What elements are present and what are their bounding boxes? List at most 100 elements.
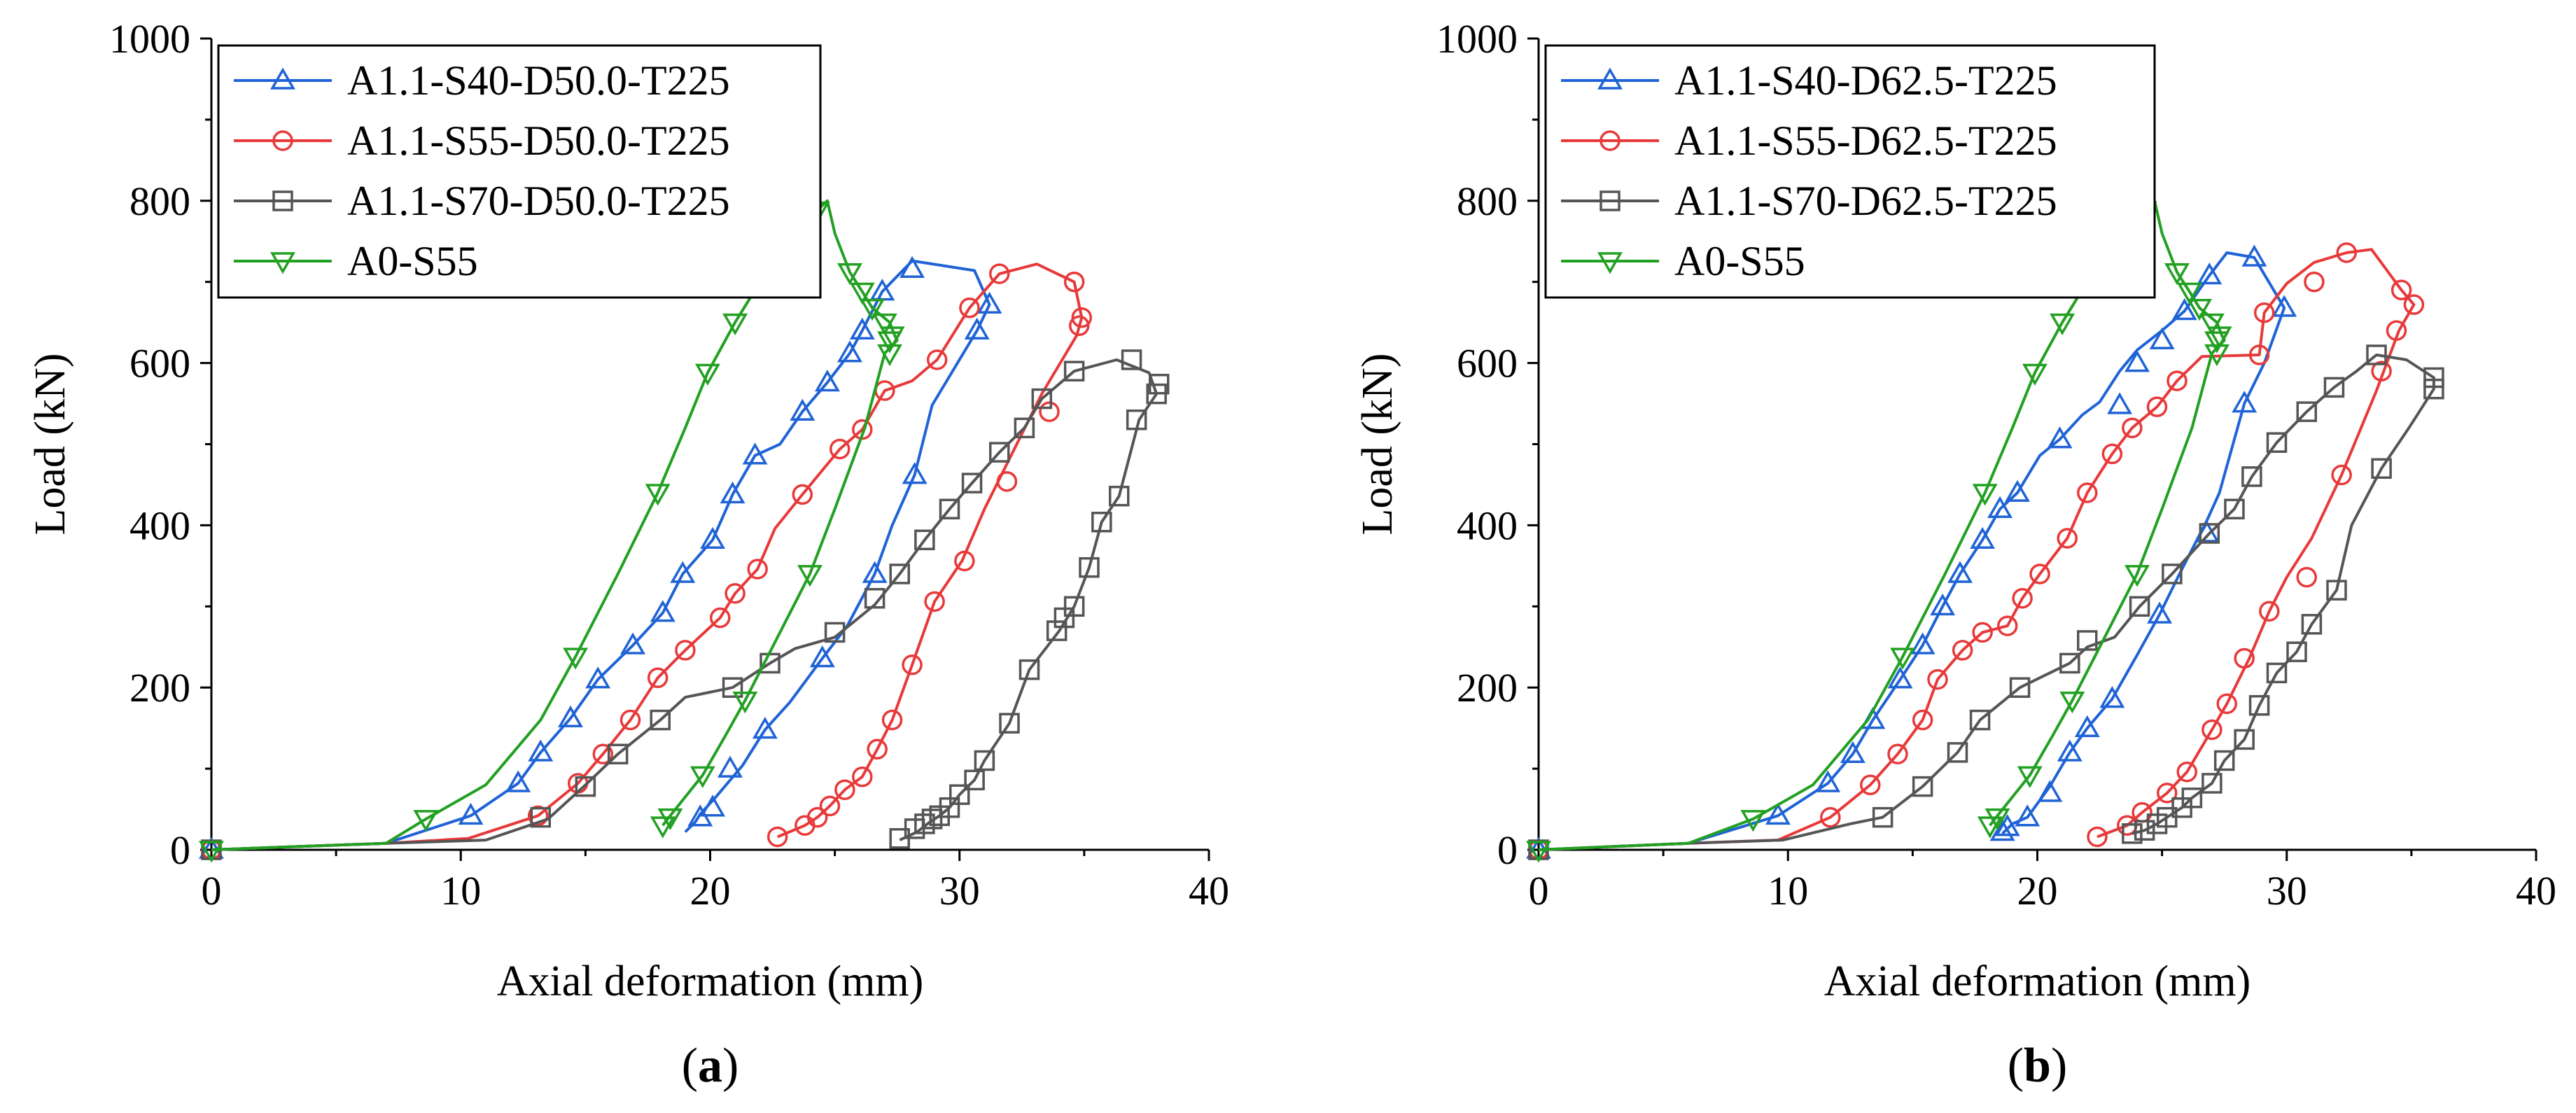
y-tick-label: 800 [130, 178, 190, 224]
data-point [2059, 652, 2080, 674]
data-point [792, 484, 813, 505]
y-tick-label: 0 [1497, 827, 1518, 873]
data-point [650, 709, 671, 731]
data-point [1054, 607, 1075, 629]
series-line [1538, 354, 2435, 851]
legend-marker [1600, 190, 1620, 211]
data-point [2171, 298, 2197, 321]
legend: A1.1-S40-D62.5-T225 A1.1-S55-D62.5-T225 A1… [1544, 44, 2156, 299]
data-point [1972, 484, 1998, 506]
data-point [2234, 648, 2255, 669]
data-point [989, 442, 1010, 463]
data-point [2197, 262, 2222, 285]
data-point [2059, 691, 2085, 714]
data-point [1840, 741, 1865, 764]
data-point [620, 709, 641, 731]
x-tick-label: 30 [939, 868, 980, 913]
data-point [902, 654, 923, 676]
legend-box [217, 44, 822, 299]
data-point [2216, 693, 2237, 715]
data-point [1887, 743, 1908, 764]
data-point [199, 841, 224, 863]
data-point [1820, 806, 1841, 828]
legend-item: A1.1-S55-D62.5-T225 [1561, 118, 2057, 164]
panel-label: (b) [2008, 1039, 2068, 1093]
data-point [2022, 363, 2047, 386]
data-point [834, 779, 855, 800]
data-point [889, 828, 910, 849]
legend-label: A1.1-S40-D50.0-T225 [347, 57, 730, 104]
legend-item: A1.1-S70-D50.0-T225 [234, 178, 730, 224]
legend-label: A1.1-S70-D62.5-T225 [1674, 178, 2057, 224]
data-point [809, 645, 835, 668]
series-line [211, 259, 991, 851]
legend-marker [1597, 67, 1623, 90]
data-point [1972, 622, 1993, 643]
data-point [954, 550, 975, 572]
data-point [2087, 826, 2108, 848]
x-tick-label: 20 [690, 868, 731, 913]
data-point [877, 344, 902, 367]
data-point [1994, 814, 2020, 836]
data-point [620, 632, 646, 654]
data-point [2241, 244, 2267, 267]
data-point [2266, 662, 2288, 684]
data-point [1912, 776, 1933, 797]
data-point [700, 794, 726, 817]
data-point [830, 438, 850, 460]
data-point [2015, 804, 2040, 827]
data-point [2390, 279, 2412, 301]
legend-marker [1600, 130, 1620, 151]
series-2 [1528, 242, 2425, 860]
data-point [837, 262, 862, 286]
data-point [1069, 315, 1090, 337]
data-point [720, 481, 746, 504]
data-point [1063, 360, 1085, 382]
legend-label: A1.1-S55-D62.5-T225 [1674, 118, 2057, 164]
data-point [2146, 813, 2168, 834]
data-point [1910, 632, 1935, 654]
data-point [2204, 331, 2230, 354]
x-tick-label: 10 [440, 868, 481, 913]
x-axis-title: Axial deformation (mm) [497, 958, 924, 1005]
y-tick-label: 400 [130, 503, 190, 548]
data-point [2122, 417, 2143, 439]
data-point [1860, 774, 1881, 796]
data-point [1927, 668, 1948, 690]
data-point [670, 561, 696, 583]
y-tick-label: 600 [130, 341, 190, 386]
data-point [2129, 596, 2150, 617]
data-point [690, 766, 715, 788]
data-point [2057, 528, 2078, 549]
data-point [1014, 417, 1035, 439]
panel-label: (a) [682, 1039, 739, 1093]
data-point [2017, 766, 2043, 788]
data-point [2301, 614, 2323, 635]
y-axis-title: Load (kN) [27, 354, 74, 536]
data-point [2241, 466, 2262, 487]
data-point [1947, 561, 1973, 583]
data-point [2224, 498, 2245, 519]
data-point [2296, 401, 2317, 422]
data-point [819, 795, 841, 817]
data-point [961, 472, 983, 493]
data-point [794, 815, 816, 836]
data-point [2423, 378, 2444, 400]
data-point [505, 770, 531, 792]
legend-label: A0-S55 [1674, 238, 1805, 284]
data-point [650, 600, 676, 622]
y-axis-title: Load (kN) [1354, 354, 1401, 536]
data-point [2101, 443, 2123, 465]
data-point [2403, 294, 2425, 315]
x-tick-label: 30 [2267, 868, 2307, 913]
data-point [2259, 601, 2280, 622]
data-point [2146, 396, 2168, 417]
series-1 [1526, 244, 2297, 859]
x-tick-label: 0 [202, 868, 222, 913]
data-point [964, 769, 985, 791]
data-point [675, 640, 696, 661]
data-point [710, 607, 731, 629]
data-point [902, 462, 927, 484]
series-line [211, 262, 1084, 851]
legend-item: A1.1-S55-D50.0-T225 [234, 118, 730, 164]
